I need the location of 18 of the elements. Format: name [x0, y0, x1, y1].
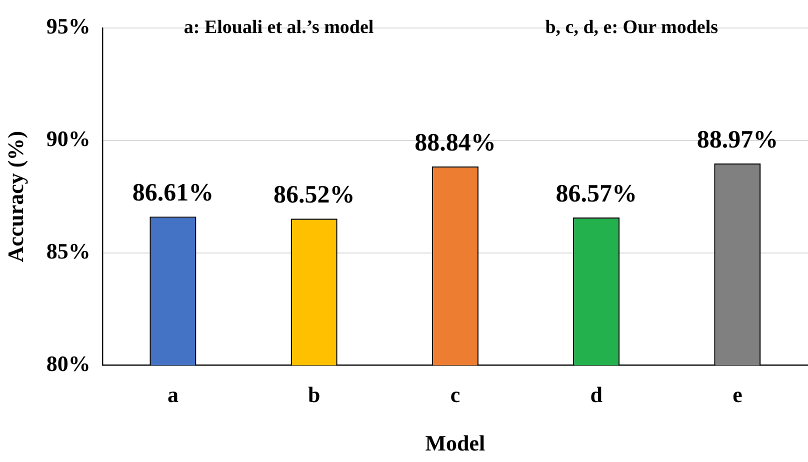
data-label: 86.61%	[132, 180, 214, 207]
data-label: 88.84%	[414, 129, 496, 156]
data-label: 88.97%	[696, 126, 778, 154]
y-tick-label: 80%	[46, 350, 90, 376]
y-tick-label: 95%	[46, 14, 90, 39]
data-label: 86.57%	[556, 180, 637, 208]
y-axis-title: Accuracy (%)	[2, 130, 28, 262]
x-tick-label: b	[308, 382, 320, 408]
x-tick-label: c	[450, 382, 460, 408]
x-axis-title: Model	[425, 430, 486, 456]
x-tick-label: a	[167, 382, 178, 408]
y-tick-label: 90%	[46, 126, 90, 152]
x-tick-label: d	[590, 382, 602, 408]
annotation: a: Elouali et al.’s model	[184, 16, 374, 38]
x-tick-label: e	[732, 382, 743, 408]
annotation: b, c, d, e: Our models	[545, 16, 718, 38]
data-label: 86.52%	[273, 182, 355, 209]
y-tick-label: 85%	[46, 238, 90, 264]
